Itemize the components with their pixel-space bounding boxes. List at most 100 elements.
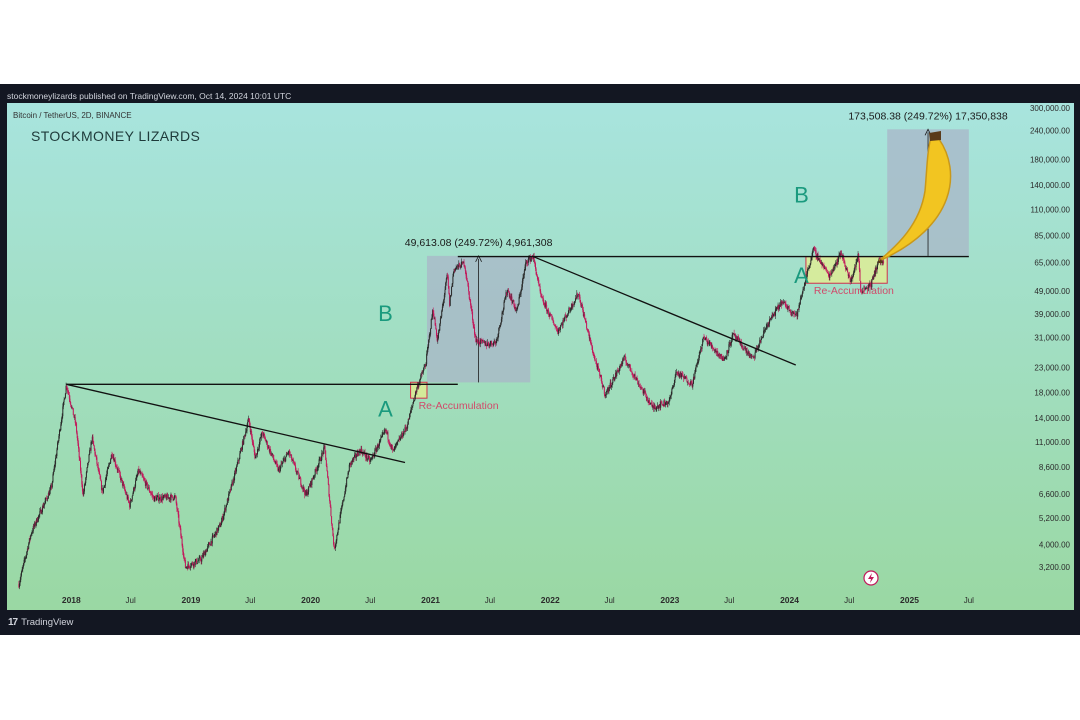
candle-body	[395, 443, 397, 445]
candle-body	[685, 376, 687, 379]
candle	[376, 443, 378, 452]
candle	[699, 351, 701, 354]
candle-body	[264, 437, 266, 442]
candle-body	[695, 365, 697, 369]
candle	[303, 486, 305, 493]
candle-body	[467, 281, 469, 286]
candle-body	[826, 269, 828, 273]
candle-body	[393, 449, 395, 451]
candle-body	[443, 299, 445, 303]
candle	[614, 376, 616, 382]
candle	[20, 573, 22, 583]
candle-body	[413, 400, 415, 404]
candle-body	[523, 270, 525, 276]
candle	[448, 285, 450, 295]
candle	[281, 461, 283, 465]
candle-body	[122, 483, 124, 486]
candle	[811, 251, 813, 261]
candle	[873, 270, 875, 277]
candle-body	[780, 301, 782, 306]
candle	[574, 300, 576, 305]
candle	[76, 430, 78, 441]
candle-body	[366, 454, 368, 460]
candle	[182, 548, 184, 559]
candle	[232, 480, 234, 487]
candle	[146, 479, 148, 486]
candle	[327, 470, 329, 479]
candle-body	[43, 503, 45, 506]
candle-body	[357, 452, 359, 456]
candle-body	[614, 377, 616, 381]
candle	[308, 483, 310, 487]
candle	[818, 257, 820, 261]
candle-body	[622, 359, 624, 361]
candle-body	[361, 448, 363, 453]
candle	[285, 456, 287, 462]
candle-body	[138, 471, 140, 473]
candle	[545, 301, 547, 308]
candle-body	[634, 374, 636, 378]
candle	[152, 491, 154, 500]
candle	[866, 286, 868, 290]
candle-body	[544, 303, 546, 307]
candle-body	[830, 273, 832, 275]
candle	[773, 311, 775, 316]
candle	[727, 349, 729, 355]
candle	[506, 289, 508, 298]
candle	[490, 340, 492, 346]
candle-body	[192, 562, 194, 565]
candle-body	[142, 477, 144, 479]
candle-body	[198, 557, 200, 561]
candle	[763, 327, 765, 338]
candle-body	[758, 345, 760, 346]
candle	[102, 488, 104, 495]
candle-body	[365, 455, 367, 458]
candle	[97, 463, 99, 469]
candle	[542, 295, 544, 306]
candle-body	[303, 487, 305, 492]
candle	[794, 313, 796, 316]
candle	[725, 355, 727, 360]
price-chart[interactable]: 49,613.08 (249.72%) 4,961,308173,508.38 …	[7, 103, 1074, 610]
candle	[258, 438, 260, 451]
candle-body	[449, 296, 451, 306]
candle	[295, 467, 297, 475]
candle-body	[462, 261, 464, 264]
candle-body	[505, 292, 507, 299]
candle-body	[717, 351, 719, 355]
lightning-icon[interactable]	[863, 570, 879, 586]
candle	[163, 493, 165, 499]
candle-body	[625, 359, 627, 363]
candle-body	[519, 294, 521, 295]
candle-body	[181, 538, 183, 546]
candle	[26, 550, 28, 559]
candle	[38, 515, 40, 523]
candle	[411, 405, 413, 411]
candle	[193, 561, 195, 570]
candle-body	[298, 472, 300, 479]
candle-body	[496, 338, 498, 342]
candle-body	[512, 300, 514, 302]
candle	[246, 423, 248, 434]
candle-body	[791, 311, 793, 313]
candle-body	[867, 287, 869, 290]
candle	[597, 363, 599, 371]
candle	[396, 441, 398, 446]
candle	[690, 379, 692, 387]
candle-body	[860, 291, 862, 293]
candle-body	[84, 482, 86, 485]
candle-body	[719, 355, 721, 357]
candle-body	[385, 429, 387, 431]
candle-body	[839, 252, 841, 255]
candle	[671, 387, 673, 396]
candle	[760, 336, 762, 344]
candle-body	[799, 298, 801, 304]
candle-body	[165, 496, 167, 500]
candle	[534, 259, 536, 267]
candle	[85, 476, 87, 487]
candle-body	[350, 461, 352, 465]
candle	[201, 554, 203, 565]
candle	[135, 477, 137, 489]
candle-body	[438, 330, 440, 333]
candle	[496, 336, 498, 342]
